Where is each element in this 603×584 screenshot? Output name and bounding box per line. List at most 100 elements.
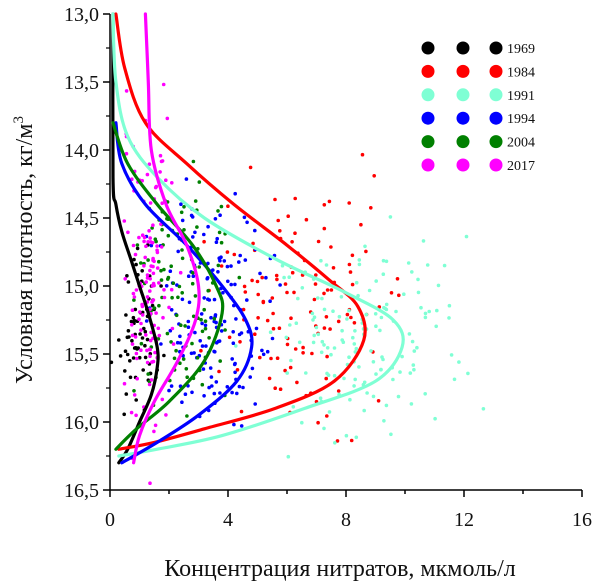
point-1991 [291, 405, 296, 409]
point-1991 [382, 419, 386, 423]
point-1984 [277, 326, 282, 331]
point-2004 [132, 389, 136, 393]
point-1984 [364, 249, 368, 254]
point-1984 [293, 347, 298, 351]
point-1994 [191, 274, 196, 279]
point-1991 [447, 303, 452, 308]
point-1994 [221, 290, 225, 295]
point-2017 [133, 252, 138, 257]
point-1994 [203, 323, 208, 328]
point-2004 [169, 264, 173, 269]
point-2004 [174, 313, 179, 318]
point-1984 [273, 386, 278, 391]
point-1991 [457, 360, 461, 364]
point-2004 [183, 324, 187, 328]
point-1994 [214, 380, 219, 384]
point-1991 [400, 354, 404, 359]
point-1994 [180, 400, 184, 405]
point-1994 [233, 282, 237, 287]
point-1984 [325, 354, 329, 359]
point-1994 [241, 385, 245, 390]
point-2017 [132, 295, 137, 299]
point-1991 [374, 279, 379, 283]
point-1991 [447, 316, 451, 320]
point-1991 [354, 280, 359, 285]
point-2004 [199, 317, 203, 322]
point-2017 [145, 276, 150, 280]
point-1984 [292, 290, 296, 295]
point-2017 [145, 295, 150, 299]
point-1969 [143, 329, 148, 334]
point-2004 [219, 204, 224, 209]
point-2017 [148, 338, 153, 343]
point-2017 [146, 240, 150, 244]
point-1984 [276, 218, 281, 223]
point-1984 [301, 345, 305, 350]
point-1991 [289, 358, 293, 363]
point-2017 [171, 342, 176, 346]
point-2017 [132, 393, 137, 397]
point-1991 [419, 305, 423, 310]
point-1969 [128, 359, 132, 363]
scatter-series-1991 [234, 215, 486, 459]
point-1994 [199, 312, 204, 316]
point-2004 [185, 375, 189, 380]
point-1984 [295, 380, 299, 385]
point-1984 [304, 217, 309, 222]
point-1991 [384, 302, 389, 307]
point-1984 [301, 351, 305, 355]
point-1994 [178, 334, 182, 339]
point-1994 [243, 258, 248, 262]
point-1984 [271, 311, 275, 316]
point-1991 [285, 371, 290, 375]
point-1994 [229, 264, 233, 268]
point-1991 [391, 377, 395, 382]
point-1994 [159, 342, 163, 346]
point-2017 [178, 270, 183, 275]
point-1991 [371, 360, 376, 364]
point-1991 [371, 394, 376, 399]
point-1991 [311, 318, 315, 322]
point-1984 [316, 239, 321, 244]
point-2004 [139, 341, 144, 346]
point-1994 [212, 319, 216, 324]
point-1984 [348, 270, 353, 274]
point-1984 [243, 290, 248, 294]
point-1984 [324, 315, 329, 319]
point-1984 [199, 348, 203, 353]
point-2004 [181, 357, 186, 361]
point-1984 [288, 365, 293, 370]
point-1994 [198, 339, 202, 343]
curve-1994 [114, 121, 254, 465]
point-1991 [353, 329, 357, 333]
point-2004 [169, 340, 173, 344]
point-1984 [314, 273, 318, 277]
point-1991 [412, 367, 416, 372]
point-1991 [268, 330, 273, 335]
point-2017 [164, 178, 168, 182]
point-2017 [123, 277, 127, 281]
scatter-series-1984 [179, 152, 401, 443]
point-1994 [253, 228, 257, 233]
point-1994 [270, 336, 275, 341]
point-2017 [124, 151, 129, 156]
point-2017 [160, 201, 164, 205]
point-1984 [329, 245, 333, 249]
point-1984 [239, 409, 244, 414]
point-1984 [256, 292, 261, 297]
point-1991 [352, 342, 357, 346]
point-2004 [160, 227, 164, 232]
point-1991 [319, 350, 324, 355]
point-1994 [254, 326, 259, 331]
point-1994 [186, 325, 191, 330]
point-1991 [382, 305, 386, 310]
legend-marker [489, 158, 503, 172]
point-1994 [202, 232, 206, 237]
point-2004 [193, 199, 198, 203]
legend-entry-2004: 2004 [421, 135, 535, 151]
point-2017 [140, 313, 145, 317]
point-1994 [164, 284, 169, 288]
point-1984 [350, 282, 355, 287]
point-1994 [184, 177, 189, 181]
point-1969 [135, 246, 140, 251]
